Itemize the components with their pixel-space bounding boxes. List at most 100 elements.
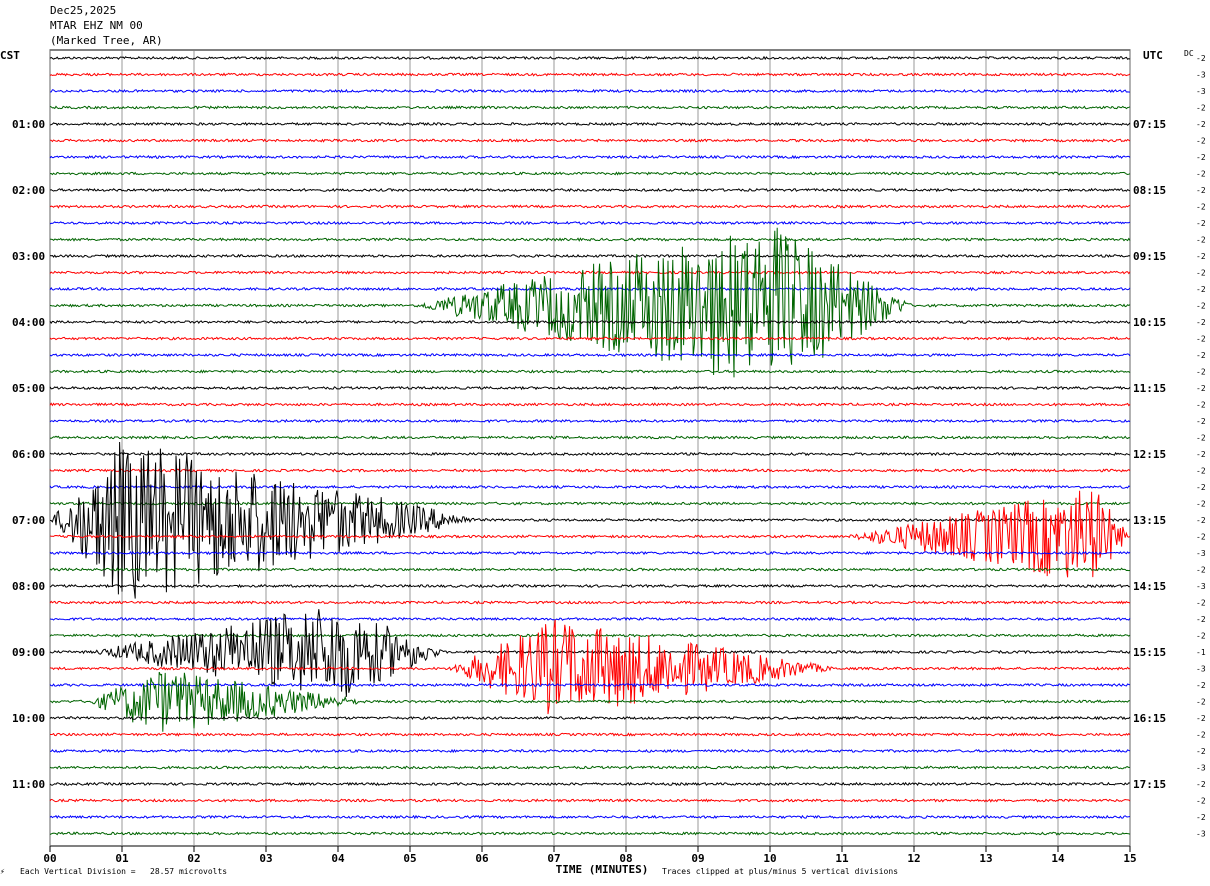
- dc-offset-label: -2: [1196, 120, 1206, 129]
- timezone-left-label: CST: [0, 49, 20, 62]
- dc-offset-label: -3: [1196, 665, 1206, 674]
- utc-time-label: 17:15: [1133, 778, 1166, 791]
- dc-offset-label: -2: [1196, 516, 1206, 525]
- cst-time-label: 06:00: [12, 448, 45, 461]
- trace-red-line: [50, 732, 1131, 737]
- dc-offset-label: -2: [1196, 54, 1206, 63]
- x-tick-label: 01: [115, 852, 129, 865]
- trace-black-line: [49, 121, 1131, 127]
- trace-red-line: [49, 490, 1131, 578]
- dc-offset-label: -2: [1196, 104, 1206, 113]
- utc-time-label: 11:15: [1133, 382, 1166, 395]
- dc-offset-label: -2: [1196, 467, 1206, 476]
- trace-black-line: [49, 451, 1131, 457]
- trace-green-line: [49, 501, 1131, 506]
- dc-offset-label: -2: [1196, 731, 1206, 740]
- dc-offset-label: -2: [1196, 137, 1206, 146]
- dc-offset-label: -2: [1196, 236, 1206, 245]
- plot-date: Dec25,2025: [50, 4, 117, 17]
- x-tick-label: 05: [403, 852, 416, 865]
- cst-time-label: 05:00: [12, 382, 45, 395]
- cst-time-label: 10:00: [12, 712, 45, 725]
- trace-black-line: [49, 319, 1131, 325]
- dc-offset-label: -2: [1196, 434, 1206, 443]
- dc-offset-label: -2: [1196, 632, 1206, 641]
- dc-offset-label: -2: [1196, 351, 1206, 360]
- trace-green-line: [49, 435, 1131, 440]
- dc-offset-label: -2: [1196, 170, 1206, 179]
- dc-offset-label: -2: [1196, 318, 1206, 327]
- dc-offset-label: -3: [1196, 549, 1206, 558]
- trace-red-line: [49, 336, 1131, 341]
- scale-icon: ⚡: [0, 867, 5, 876]
- trace-green-line: [49, 171, 1131, 176]
- dc-offset-label: -2: [1196, 450, 1206, 459]
- dc-offset-label: -2: [1196, 797, 1206, 806]
- dc-offset-label: -2: [1196, 566, 1206, 575]
- x-tick-label: 02: [187, 852, 200, 865]
- trace-red-line: [49, 798, 1131, 803]
- utc-time-label: 12:15: [1133, 448, 1166, 461]
- utc-time-label: 13:15: [1133, 514, 1166, 527]
- dc-offset-label: -2: [1196, 269, 1206, 278]
- trace-green-line: [49, 831, 1131, 836]
- cst-time-label: 02:00: [12, 184, 45, 197]
- x-tick-label: 13: [979, 852, 992, 865]
- trace-green-line: [49, 633, 1131, 638]
- utc-time-label: 16:15: [1133, 712, 1166, 725]
- dc-offset-label: -2: [1196, 615, 1206, 624]
- x-tick-label: 00: [43, 852, 56, 865]
- cst-time-label: 03:00: [12, 250, 45, 263]
- trace-blue-line: [49, 616, 1131, 622]
- dc-offset-label: -2: [1196, 533, 1206, 542]
- trace-blue-line: [49, 748, 1131, 754]
- dc-offset-label: -3: [1196, 71, 1206, 80]
- station-code: MTAR EHZ NM 00: [50, 19, 143, 32]
- scale-note: Each Vertical Division = 28.57 microvolt…: [20, 867, 228, 876]
- trace-green-line: [49, 671, 1131, 732]
- cst-time-label: 11:00: [12, 778, 45, 791]
- trace-green-line: [49, 227, 1131, 378]
- utc-time-label: 14:15: [1133, 580, 1166, 593]
- clip-note: Traces clipped at plus/minus 5 vertical …: [662, 867, 899, 876]
- trace-red-line: [49, 402, 1131, 407]
- trace-green-line: [49, 237, 1131, 242]
- trace-green-line: [49, 567, 1131, 572]
- dc-offset-label: -2: [1196, 285, 1206, 294]
- dc-offset-label: -2: [1196, 747, 1206, 756]
- trace-red-line: [49, 600, 1131, 605]
- dc-offset-label: -2: [1196, 203, 1206, 212]
- trace-red-line: [49, 619, 1131, 715]
- x-tick-label: 15: [1123, 852, 1136, 865]
- plot-frame: [49, 49, 1131, 847]
- x-tick-label: 07: [547, 852, 560, 865]
- cst-time-label: 01:00: [12, 118, 45, 131]
- trace-red-line: [50, 138, 1131, 143]
- x-tick-label: 10: [763, 852, 776, 865]
- trace-black-line: [49, 55, 1131, 61]
- x-tick-label: 14: [1051, 852, 1065, 865]
- cst-time-label: 04:00: [12, 316, 45, 329]
- trace-blue-line: [49, 484, 1131, 490]
- trace-black-line: [49, 253, 1131, 259]
- dc-offset-label: -3: [1196, 582, 1206, 591]
- utc-time-label: 09:15: [1133, 250, 1166, 263]
- cst-time-label: 07:00: [12, 514, 45, 527]
- dc-offset-label: -2: [1196, 483, 1206, 492]
- trace-red-line: [49, 72, 1131, 77]
- dc-offset-label: -2: [1196, 252, 1206, 261]
- dc-offset-label: -2: [1196, 599, 1206, 608]
- trace-blue-line: [49, 88, 1131, 94]
- trace-blue-line: [49, 286, 1131, 292]
- x-tick-label: 04: [331, 852, 345, 865]
- x-tick-label: 08: [619, 852, 632, 865]
- trace-green-line: [49, 369, 1131, 374]
- dc-offset-label: -3: [1196, 830, 1206, 839]
- dc-offset-label: -2: [1196, 368, 1206, 377]
- trace-black-line: [49, 385, 1131, 391]
- trace-black-line: [49, 609, 1131, 697]
- trace-red-line: [49, 468, 1131, 473]
- dc-offset-label: -2: [1196, 384, 1206, 393]
- dc-offset-label: -3: [1196, 764, 1206, 773]
